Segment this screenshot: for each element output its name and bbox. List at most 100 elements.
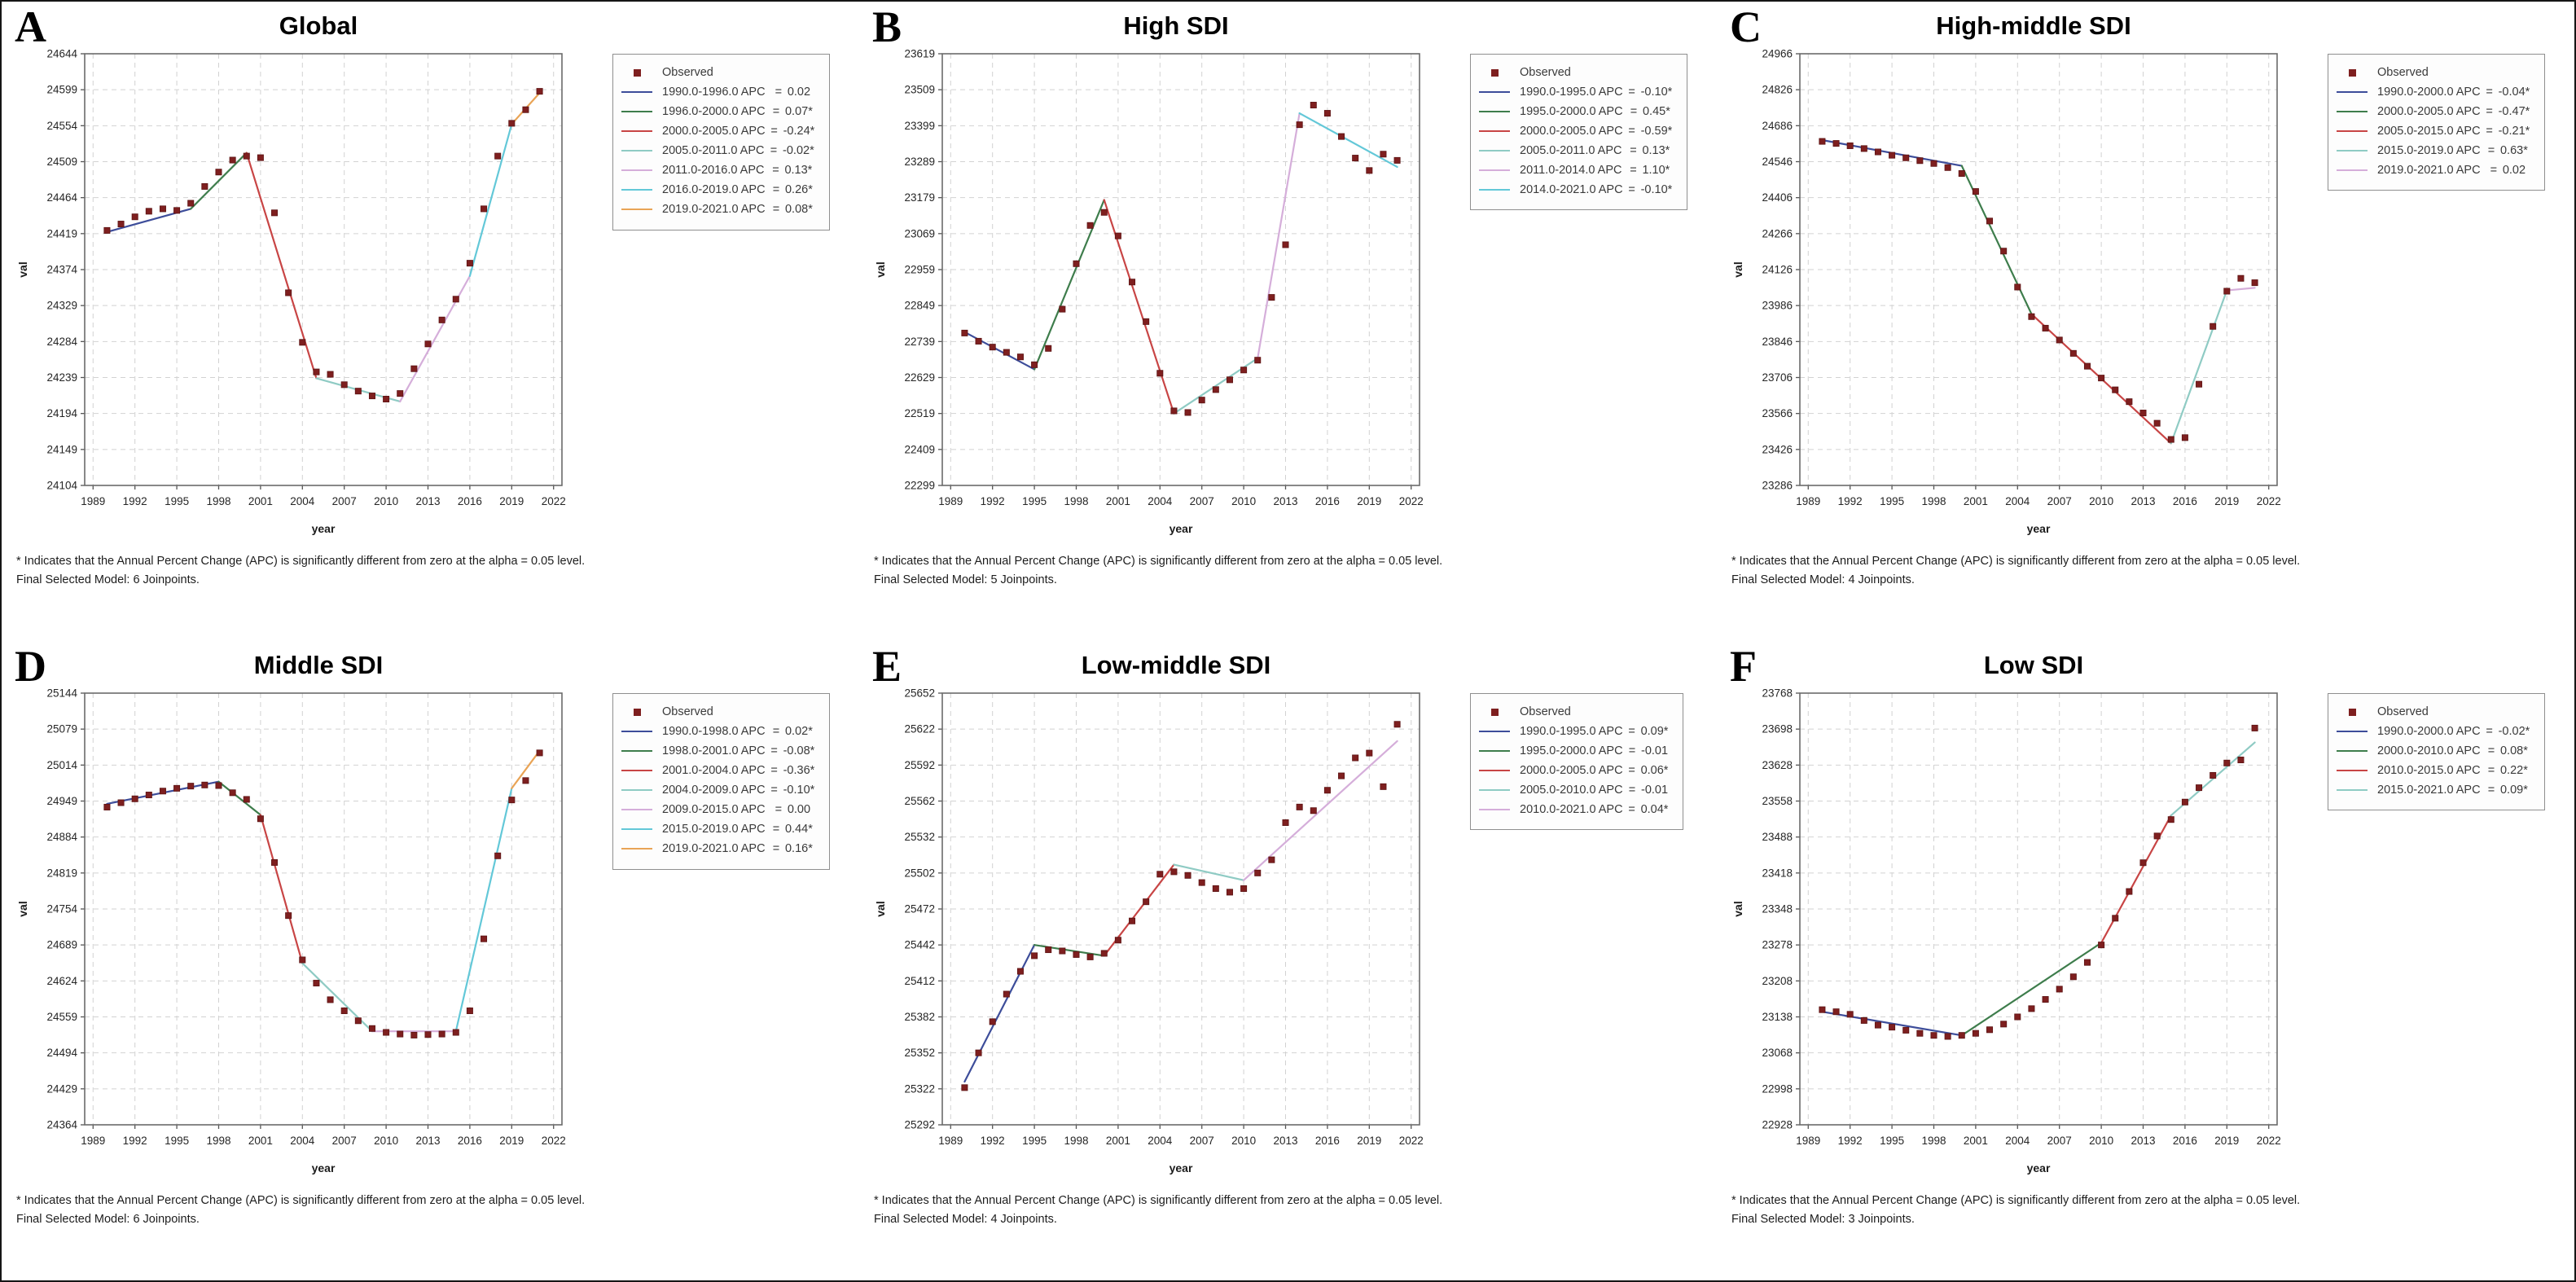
observed-point	[2210, 771, 2217, 779]
segment-line-icon	[1479, 150, 1510, 152]
observed-point	[285, 912, 292, 920]
legend-equals: =	[772, 105, 780, 119]
observed-point	[1170, 868, 1178, 876]
observed-point	[989, 1018, 996, 1025]
legend-row-segment: 1990.0-1995.0 APC = -0.10*	[1479, 82, 1672, 102]
y-tick-label: 23426	[1762, 443, 1793, 455]
observed-marker-icon	[2349, 68, 2356, 77]
observed-marker-icon	[1491, 708, 1499, 716]
observed-point	[271, 858, 279, 866]
observed-point	[494, 152, 502, 160]
legend-equals: =	[772, 725, 780, 739]
observed-point	[1902, 154, 1910, 161]
segment-line-icon	[2337, 169, 2368, 172]
footnote: * Indicates that the Annual Percent Chan…	[871, 1192, 1712, 1229]
y-tick-label: 22629	[904, 371, 935, 384]
observed-point	[299, 339, 306, 346]
fit-segment	[259, 814, 304, 964]
observed-point	[145, 792, 152, 799]
legend-apc-value: 0.63*	[2499, 144, 2528, 158]
observed-point	[1889, 151, 1896, 159]
legend-apc-value: 0.13*	[1642, 144, 1670, 158]
y-tick-label: 24126	[1762, 264, 1793, 276]
plot-border	[84, 53, 563, 486]
legend-equals: =	[2486, 86, 2493, 99]
legend-equals: =	[2487, 784, 2495, 797]
observed-point	[2223, 288, 2231, 295]
x-tick-label: 2007	[2047, 1135, 2072, 1147]
observed-point	[173, 207, 181, 214]
observed-point	[2153, 832, 2161, 840]
fit-segment	[217, 780, 261, 816]
legend-segment-label: 1996.0-2000.0 APC	[662, 105, 766, 119]
y-tick-label: 25472	[904, 903, 935, 915]
segment-line-icon	[1479, 169, 1510, 172]
segment-line-icon	[621, 789, 652, 792]
observed-point	[313, 368, 320, 375]
observed-point	[1282, 819, 1289, 826]
legend-segment-label: 2011.0-2014.0 APC	[1520, 164, 1622, 178]
legend-apc-value: -0.47*	[2498, 105, 2530, 119]
segment-line-icon	[621, 169, 652, 172]
observed-point	[410, 1031, 418, 1038]
segment-line-icon	[2337, 91, 2368, 94]
legend-segment-label: 2005.0-2015.0 APC	[2377, 125, 2481, 138]
y-tick-label: 25652	[904, 687, 935, 700]
observed-point	[1254, 869, 1262, 876]
legend-row-segment: 2019.0-2021.0 APC = 0.08*	[621, 200, 814, 219]
observed-point	[187, 783, 195, 790]
footnote-line-1: * Indicates that the Annual Percent Chan…	[874, 1194, 1443, 1207]
y-axis-label: val	[1731, 261, 1744, 277]
x-tick-label: 1995	[1022, 495, 1047, 507]
observed-point	[1184, 871, 1191, 879]
y-tick-label: 24686	[1762, 120, 1793, 132]
fit-segment	[1103, 199, 1175, 415]
line-chart: 24644 24599 24554 24509 24464 24419 24374 24329…	[16, 48, 566, 536]
observed-point	[508, 797, 516, 804]
legend-segment-label: 1995.0-2000.0 APC	[1520, 744, 1623, 758]
observed-point	[1156, 370, 1164, 377]
observed-point	[1031, 361, 1038, 368]
observed-point	[1832, 140, 1840, 147]
legend-segment-label: 2010.0-2015.0 APC	[2377, 764, 2481, 778]
x-tick-label: 1989	[81, 1135, 105, 1147]
observed-point	[313, 980, 320, 987]
observed-point	[1059, 305, 1066, 313]
footnote-line-1: * Indicates that the Annual Percent Chan…	[1731, 1194, 2301, 1207]
observed-point	[1282, 241, 1289, 248]
legend-segment-label: 2011.0-2016.0 APC	[662, 164, 765, 178]
footnote: * Indicates that the Annual Percent Chan…	[1728, 1192, 2569, 1229]
legend-segment-label: 2005.0-2010.0 APC	[1520, 784, 1623, 797]
y-axis-label: val	[16, 261, 29, 277]
observed-point	[327, 371, 334, 378]
x-tick-label: 2004	[1148, 495, 1173, 507]
legend-box: Observed 1990.0-1998.0 APC = 0.02* 1998.0-20…	[612, 693, 831, 870]
y-tick-label: 24949	[46, 795, 77, 807]
observed-point	[1944, 1033, 1951, 1040]
legend-row-observed: Observed	[621, 702, 814, 722]
footnote: * Indicates that the Annual Percent Chan…	[13, 552, 854, 590]
panel-title: High-middle SDI	[1936, 11, 2131, 40]
legend-segment-label: 1990.0-1996.0 APC	[662, 86, 766, 99]
x-tick-label: 2004	[2005, 495, 2030, 507]
y-tick-label: 24266	[1762, 227, 1793, 239]
legend-observed-label: Observed	[662, 66, 713, 79]
footnote-line-2: Final Selected Model: 5 Joinpoints.	[874, 573, 1057, 587]
observed-point	[2223, 759, 2231, 766]
observed-point	[2069, 973, 2077, 981]
fit-segment	[1103, 863, 1175, 957]
y-tick-label: 24754	[46, 903, 77, 915]
legend-row-segment: 2019.0-2021.0 APC = 0.16*	[621, 839, 814, 858]
x-tick-label: 2007	[1190, 495, 1214, 507]
observed-point	[285, 289, 292, 296]
legend-equals: =	[772, 164, 779, 178]
x-tick-label: 2013	[2131, 495, 2155, 507]
x-tick-label: 2004	[1148, 1135, 1173, 1147]
observed-point	[1958, 170, 1965, 178]
y-tick-label: 24624	[46, 975, 77, 987]
panel-title: Low SDI	[1983, 651, 2084, 679]
segment-line-icon	[2337, 731, 2368, 733]
legend-apc-value: 1.10*	[1642, 164, 1670, 178]
y-tick-label: 23509	[904, 84, 935, 96]
x-tick-label: 2022	[1399, 1135, 1424, 1147]
